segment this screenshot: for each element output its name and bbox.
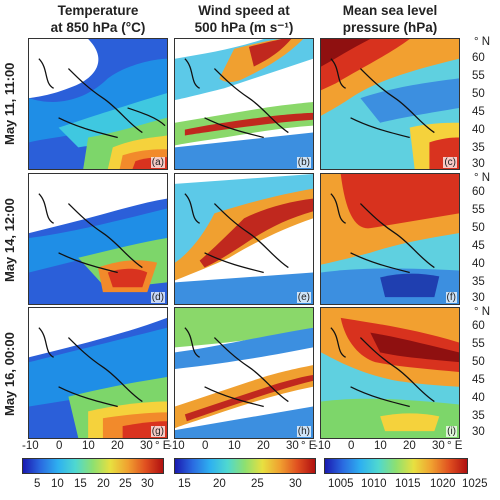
- lat-tick: 35: [472, 142, 485, 154]
- lon-tick: -10: [168, 440, 185, 452]
- lat-tick: 35: [472, 276, 485, 288]
- lat-tick: 40: [472, 258, 485, 270]
- lon-tick: 10: [228, 440, 241, 452]
- lon-tick: 10: [374, 440, 387, 452]
- map-panel-b: (b): [174, 38, 314, 170]
- lon-tick: -10: [314, 440, 331, 452]
- colorbar-tick: 1015: [395, 478, 421, 490]
- lon-tick: 10: [82, 440, 95, 452]
- lat-unit: ° N: [474, 36, 491, 48]
- lat-tick: 30: [472, 292, 485, 304]
- colorbar-tick: 30: [289, 478, 302, 490]
- lat-unit: ° N: [474, 172, 491, 184]
- row-label-1: May 11, 11:00: [2, 62, 17, 146]
- lat-tick: 30: [472, 426, 485, 438]
- lon-tick: 30: [140, 440, 153, 452]
- lat-tick: 50: [472, 222, 485, 234]
- colorbar-tick: 1020: [430, 478, 456, 490]
- lon-unit: ° E: [447, 440, 463, 452]
- map-panel-d: (d): [28, 173, 168, 305]
- colorbar-tick: 25: [119, 478, 132, 490]
- colorbar-tick: 1005: [328, 478, 354, 490]
- panel-label: (f): [445, 292, 457, 303]
- header-pressure: Mean sea level pressure (hPa): [320, 2, 460, 36]
- row-label-2: May 14, 12:00: [2, 198, 17, 282]
- panel-label: (e): [296, 292, 311, 303]
- colorbar-tick: 30: [141, 478, 154, 490]
- colorbar-wind: [174, 458, 316, 474]
- lon-tick: -10: [22, 440, 39, 452]
- map-panel-g: (g): [28, 307, 168, 439]
- map-panel-h: (h): [174, 307, 314, 439]
- lon-tick: 30: [286, 440, 299, 452]
- panel-label: (c): [443, 157, 457, 168]
- lat-tick: 40: [472, 124, 485, 136]
- colorbar-tick: 5: [34, 478, 41, 490]
- lat-tick: 55: [472, 338, 485, 350]
- map-panel-f: (f): [320, 173, 460, 305]
- lon-tick: 20: [403, 440, 416, 452]
- map-panel-e: (e): [174, 173, 314, 305]
- colorbar-tick: 20: [97, 478, 110, 490]
- header-line: at 850 hPa (°C): [50, 20, 146, 35]
- lat-tick: 40: [472, 392, 485, 404]
- panel-label: (d): [150, 292, 165, 303]
- header-line: Wind speed at: [198, 3, 290, 18]
- map-panel-a: (a): [28, 38, 168, 170]
- header-line: 500 hPa (m s⁻¹): [194, 20, 294, 35]
- row-label-3: May 16, 00:00: [2, 332, 17, 416]
- panel-label: (h): [296, 426, 311, 437]
- colorbar-tick: 20: [213, 478, 226, 490]
- lon-tick: 20: [257, 440, 270, 452]
- colorbar-tick: 15: [178, 478, 191, 490]
- panel-label: (g): [150, 426, 165, 437]
- colorbar-tick: 25: [251, 478, 264, 490]
- colorbar-pressure: [324, 458, 468, 474]
- lon-tick: 20: [111, 440, 124, 452]
- colorbar-temperature: [22, 458, 164, 474]
- header-line: Mean sea level: [342, 3, 438, 18]
- lat-tick: 50: [472, 356, 485, 368]
- map-panel-i: (i): [320, 307, 460, 439]
- header-wind-speed: Wind speed at 500 hPa (m s⁻¹): [174, 2, 314, 36]
- panel-label: (i): [446, 426, 457, 437]
- lat-tick: 45: [472, 374, 485, 386]
- lat-tick: 60: [472, 186, 485, 198]
- lon-unit: ° E: [155, 440, 171, 452]
- lat-tick: 45: [472, 240, 485, 252]
- lat-unit: ° N: [474, 306, 491, 318]
- panel-label: (a): [150, 157, 165, 168]
- lon-tick: 0: [202, 440, 209, 452]
- lon-unit: ° E: [301, 440, 317, 452]
- lat-tick: 50: [472, 88, 485, 100]
- lon-tick: 0: [56, 440, 63, 452]
- header-temperature: Temperature at 850 hPa (°C): [28, 2, 168, 36]
- map-panel-c: (c): [320, 38, 460, 170]
- colorbar-tick: 15: [74, 478, 87, 490]
- lon-tick: 30: [432, 440, 445, 452]
- colorbar-tick: 1025: [462, 478, 488, 490]
- header-line: pressure (hPa): [342, 20, 438, 35]
- header-line: Temperature: [57, 3, 139, 18]
- panel-label: (b): [296, 157, 311, 168]
- lat-tick: 55: [472, 70, 485, 82]
- colorbar-tick: 1010: [361, 478, 387, 490]
- lon-tick: 0: [348, 440, 355, 452]
- lat-tick: 60: [472, 320, 485, 332]
- lat-tick: 55: [472, 204, 485, 216]
- lat-tick: 60: [472, 52, 485, 64]
- lat-tick: 45: [472, 106, 485, 118]
- lat-tick: 30: [472, 158, 485, 170]
- lat-tick: 35: [472, 410, 485, 422]
- colorbar-tick: 10: [51, 478, 64, 490]
